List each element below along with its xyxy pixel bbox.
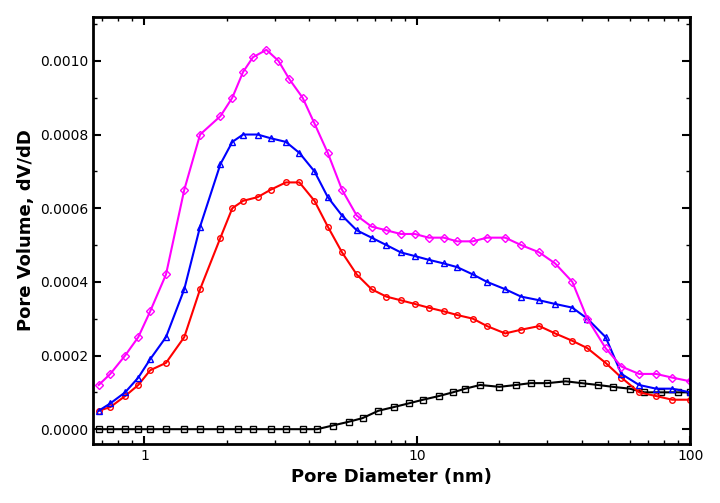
Y-axis label: Pore Volume, dV/dD: Pore Volume, dV/dD: [17, 129, 35, 331]
X-axis label: Pore Diameter (nm): Pore Diameter (nm): [292, 468, 492, 486]
